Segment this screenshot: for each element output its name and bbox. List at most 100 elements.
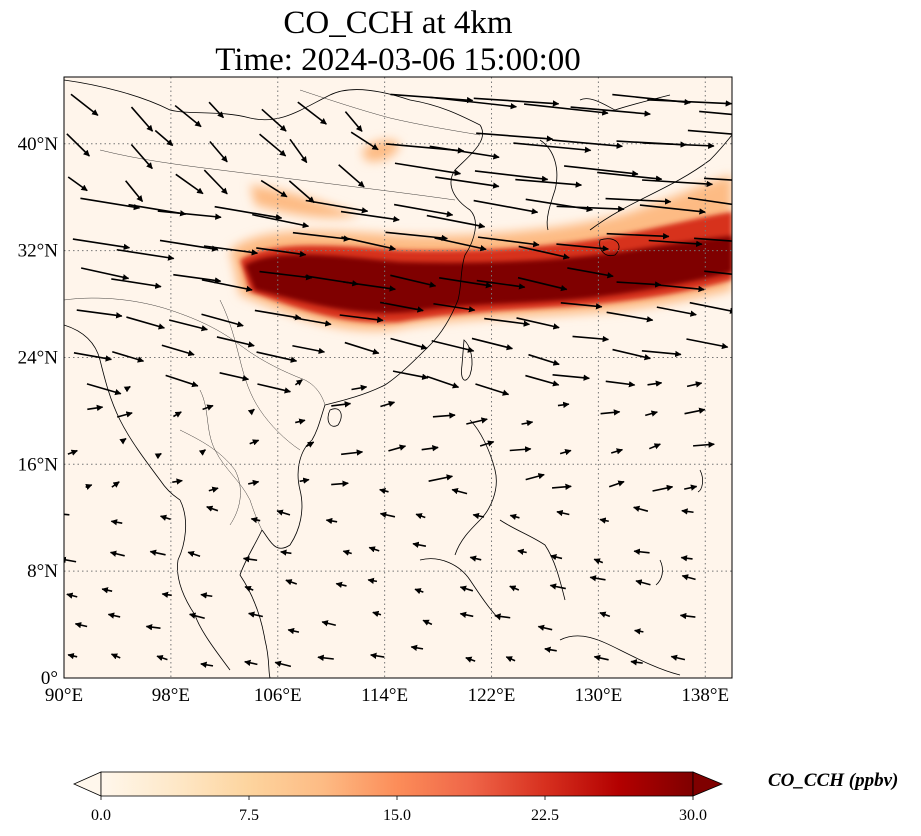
map-title-line2: Time: 2024-03-06 15:00:00 (215, 42, 581, 78)
wind-arrow (593, 558, 604, 565)
wind-vectors (64, 93, 732, 668)
colorbar-extend-min (73, 771, 102, 797)
wind-arrow (477, 236, 540, 248)
wind-arrow (656, 306, 697, 317)
wind-arrow (250, 516, 261, 524)
wind-arrow (434, 237, 487, 252)
wind-arrow (589, 575, 606, 582)
colorbar-tick-label: 30.0 (679, 807, 707, 824)
wind-arrow (259, 133, 287, 157)
wind-arrow (390, 337, 428, 350)
wind-arrow (612, 348, 651, 361)
wind-arrow (187, 551, 201, 558)
wind-arrow (350, 131, 379, 151)
wind-arrow (459, 611, 474, 618)
wind-arrow (64, 513, 70, 516)
graticule (64, 77, 732, 678)
wind-arrow (338, 164, 365, 188)
wind-arrow (630, 659, 643, 666)
longitude-tick-label: 138°E (681, 685, 729, 706)
wind-arrow (172, 411, 182, 418)
wind-arrow (388, 444, 407, 452)
wind-arrow (80, 197, 141, 211)
wind-arrow (344, 111, 363, 132)
wind-arrow (252, 213, 310, 229)
wind-arrow (635, 579, 651, 586)
wind-arrow (484, 317, 531, 327)
wind-arrow (610, 448, 624, 455)
wind-arrow (537, 624, 553, 631)
wind-arrow (200, 661, 214, 668)
wind-arrow (426, 375, 460, 389)
wind-arrow (544, 646, 557, 653)
wind-arrow (509, 585, 520, 592)
wind-arrow (465, 656, 476, 663)
wind-arrow (110, 653, 121, 660)
wind-arrow (76, 309, 123, 319)
longitude-tick-label: 122°E (468, 685, 516, 706)
wind-arrow (469, 555, 482, 562)
wind-arrow (599, 611, 611, 618)
wind-arrow (173, 273, 222, 284)
wind-arrow (475, 383, 510, 396)
wind-arrow (257, 383, 291, 394)
wind-arrow (393, 203, 454, 218)
wind-arrow (567, 267, 614, 279)
colorbar: 0.0 7.5 15.0 22.5 30.0 (73, 771, 724, 824)
wind-arrow (351, 384, 368, 392)
wind-arrow (429, 96, 517, 110)
wind-arrow (516, 317, 560, 330)
latitude-tick-label: 8°N (27, 561, 58, 582)
wind-arrow (335, 581, 347, 588)
wind-arrow (473, 199, 539, 215)
wind-arrow (518, 245, 570, 260)
latitude-tick-label: 0° (41, 668, 58, 689)
wind-arrow (206, 505, 219, 512)
wind-arrow (528, 353, 560, 366)
wind-arrow (572, 335, 610, 343)
wind-arrow (70, 93, 99, 116)
colorbar-ticks: 0.0 7.5 15.0 22.5 30.0 (91, 796, 707, 824)
wind-arrow (549, 583, 566, 590)
wind-arrow (119, 437, 127, 445)
wind-arrow (474, 170, 549, 182)
wind-arrow (289, 138, 308, 164)
wind-arrow (248, 479, 260, 487)
wind-arrow (515, 178, 583, 188)
wind-arrow (392, 370, 429, 380)
wind-arrow (201, 313, 244, 328)
wind-arrow (394, 162, 462, 176)
wind-arrow (686, 338, 729, 350)
wind-arrow (203, 245, 259, 256)
wind-arrow (116, 411, 133, 418)
wind-arrow (292, 231, 351, 242)
wind-arrow (656, 284, 705, 293)
map-area (64, 77, 732, 678)
plume-upper-edge (250, 185, 360, 218)
wind-arrow (161, 344, 195, 357)
wind-arrow (293, 316, 332, 327)
wind-arrow (66, 592, 78, 599)
wind-arrow (175, 173, 204, 195)
wind-arrow (634, 628, 644, 635)
wind-arrow (305, 199, 369, 214)
wind-arrow (214, 205, 283, 221)
wind-arrow (154, 452, 162, 460)
colorbar-gradient (100, 771, 694, 797)
wind-arrow (72, 238, 131, 251)
wind-arrow (201, 279, 253, 292)
wind-arrow (605, 380, 636, 388)
wind-arrow (686, 381, 703, 388)
wind-arrow (390, 274, 437, 288)
wind-arrow (280, 549, 292, 556)
longitude-tick-labels: 90°E 98°E 106°E 114°E 122°E 130°E 138°E (45, 685, 729, 706)
wind-arrow (433, 302, 476, 313)
wind-arrow (473, 97, 560, 107)
wind-arrow (639, 204, 706, 215)
wind-arrow (689, 301, 732, 314)
wind-arrow (694, 237, 732, 242)
wind-arrow (203, 169, 228, 195)
wind-arrow (439, 277, 493, 289)
wind-arrow (642, 179, 714, 188)
